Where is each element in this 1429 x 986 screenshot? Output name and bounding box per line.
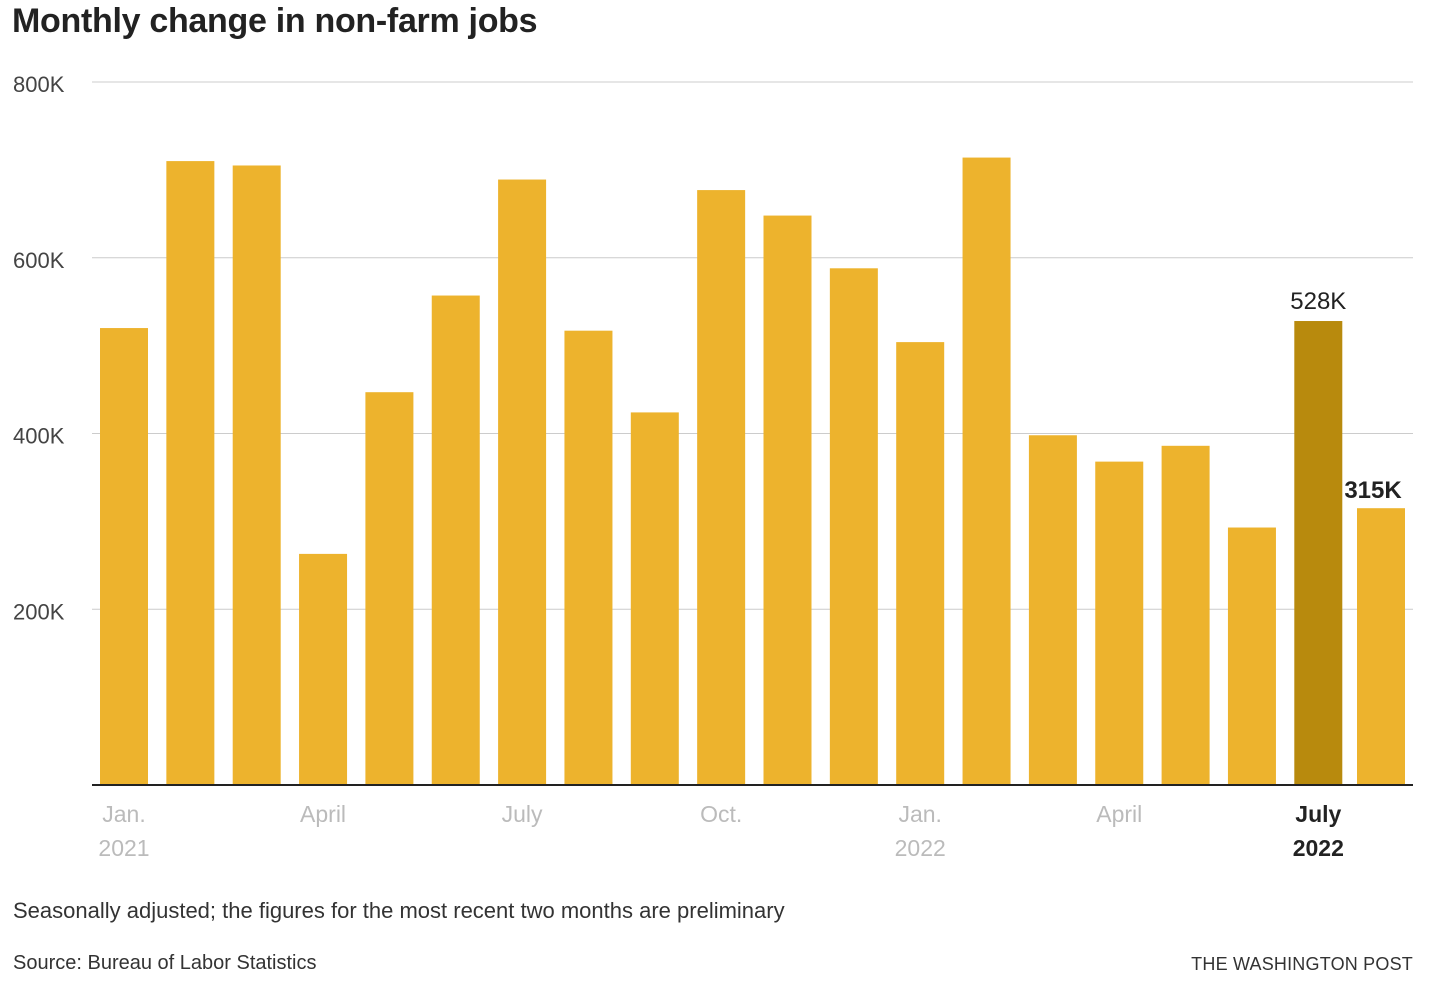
bar [431,295,480,785]
x-tick-label: 2022 [1293,835,1344,861]
gridlines [92,81,1413,610]
bar [299,553,348,785]
bar [100,328,148,785]
x-tick-label: April [1096,801,1142,827]
y-axis-tick-labels: 200K 400K 600K 800K [13,72,65,624]
data-labels: 528K 315K [1290,288,1402,504]
x-tick-label: July [502,801,543,827]
x-tick-label: July [1295,801,1341,827]
chart-source: Source: Bureau of Labor Statistics [13,952,317,974]
x-tick-label: Jan. [102,801,145,827]
y-tick-label: 400K [13,424,65,449]
x-tick-label: Oct. [700,801,742,827]
bar [697,190,746,785]
bar [962,157,1011,785]
bar [630,412,679,785]
bar [896,342,945,785]
publisher-credit: THE WASHINGTON POST [1191,954,1413,974]
y-tick-label: 200K [13,599,65,624]
data-label: 528K [1290,288,1346,315]
bar [564,330,613,785]
bar [498,179,547,785]
bar-highlighted [1294,321,1343,785]
y-tick-label: 600K [13,248,65,273]
bar [1028,435,1077,785]
data-label-previous-estimate: 315K [1344,477,1402,504]
bar-previous-estimate [1357,508,1405,785]
y-tick-label: 800K [13,72,65,97]
bar [1227,527,1276,785]
bar [829,268,878,785]
x-tick-label: 2022 [895,835,946,861]
bar [1161,445,1210,785]
bar [232,165,281,785]
x-tick-label: Jan. [898,801,941,827]
bars [100,157,1405,785]
bar [763,215,812,785]
x-axis-tick-labels: Jan. 2021 April July Oct. Jan. 2022 April July 20… [98,801,1343,861]
bar [166,161,215,785]
bar [1095,461,1144,785]
x-tick-label: 2021 [98,835,149,861]
chart-note: Seasonally adjusted; the figures for the… [13,898,785,923]
x-tick-label: April [300,801,346,827]
chart-title: Monthly change in non-farm jobs [12,2,538,40]
bar [365,392,414,785]
